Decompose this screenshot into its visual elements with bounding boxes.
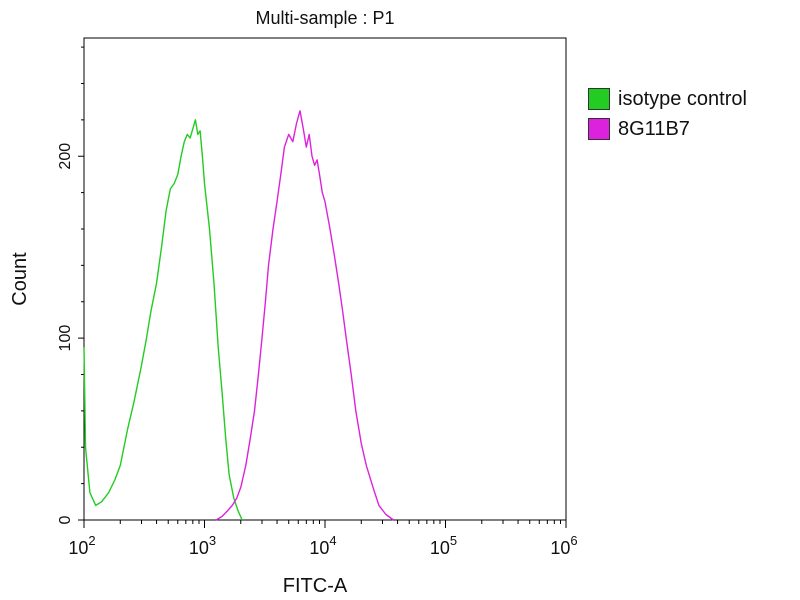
series-layer: [83, 110, 394, 521]
x-tick-label: 102: [68, 533, 95, 558]
legend-label: 8G11B7: [618, 117, 690, 140]
x-tick-label: 103: [189, 533, 216, 558]
legend-swatch-green: [588, 88, 610, 110]
legend-item-isotype-control: isotype control: [588, 84, 747, 114]
y-axis: 0 100 200: [57, 46, 84, 524]
y-tick-label: 200: [57, 143, 74, 170]
chart-title: Multi-sample : P1: [255, 8, 394, 28]
x-tick-label: 104: [309, 533, 336, 558]
x-tick-label: 106: [550, 533, 577, 558]
x-axis-label: FITC-A: [283, 575, 348, 597]
y-tick-label: 100: [57, 325, 74, 352]
plot-frame: [83, 37, 567, 521]
legend-label: isotype control: [618, 87, 747, 110]
legend: isotype control 8G11B7: [588, 84, 747, 144]
y-tick-label: 0: [57, 515, 74, 524]
series-line-isotype-control: [83, 119, 243, 521]
legend-swatch-magenta: [588, 118, 610, 140]
y-axis-label: Count: [9, 252, 31, 306]
x-tick-label: 105: [430, 533, 457, 558]
series-line-8g11b7: [215, 110, 394, 521]
x-axis: 102 103 104 105 106: [68, 520, 578, 558]
legend-item-8g11b7: 8G11B7: [588, 114, 747, 144]
